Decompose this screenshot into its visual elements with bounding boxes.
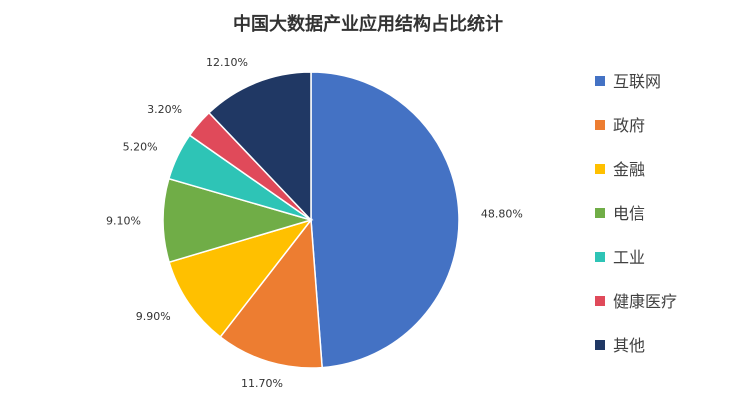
data-label-互联网: 48.80% [481,208,523,221]
legend-item-工业: 工业 [595,248,645,267]
legend-item-其他: 其他 [595,336,645,355]
legend-swatch [595,208,605,218]
legend-swatch [595,120,605,130]
legend-item-互联网: 互联网 [595,72,661,91]
pie-slice-金融 [168,218,314,338]
pie-slice-互联网 [310,71,460,369]
chart-title: 中国大数据产业应用结构占比统计 [233,13,503,35]
legend-swatch [595,296,605,306]
data-label-政府: 11.70% [241,377,283,390]
legend-swatch [595,252,605,262]
data-label-电信: 9.10% [106,215,141,228]
pie-slice-政府 [219,218,323,369]
legend-label: 互联网 [613,72,661,91]
legend-item-金融: 金融 [595,160,645,179]
pie-slice-其他 [207,71,312,222]
legend-swatch [595,164,605,174]
legend-label: 金融 [613,160,645,179]
legend-item-政府: 政府 [595,116,645,135]
legend-swatch [595,76,605,86]
legend-label: 健康医疗 [613,292,677,311]
data-label-其他: 12.10% [206,56,248,69]
legend-swatch [595,340,605,350]
legend-label: 其他 [613,336,645,355]
legend-item-电信: 电信 [595,204,645,223]
legend-label: 政府 [613,116,645,135]
data-label-健康医疗: 3.20% [147,103,182,116]
legend-label: 工业 [613,248,645,267]
pie-slices [162,71,460,369]
data-labels: 48.80% 11.70% 9.90% 9.10% 5.20% 3.20% 12.10% [106,56,523,390]
data-label-工业: 5.20% [123,141,158,154]
legend-label: 电信 [613,204,645,223]
data-label-金融: 9.90% [136,310,171,323]
legend-item-健康医疗: 健康医疗 [595,292,677,311]
pie-slice-电信 [162,177,314,264]
